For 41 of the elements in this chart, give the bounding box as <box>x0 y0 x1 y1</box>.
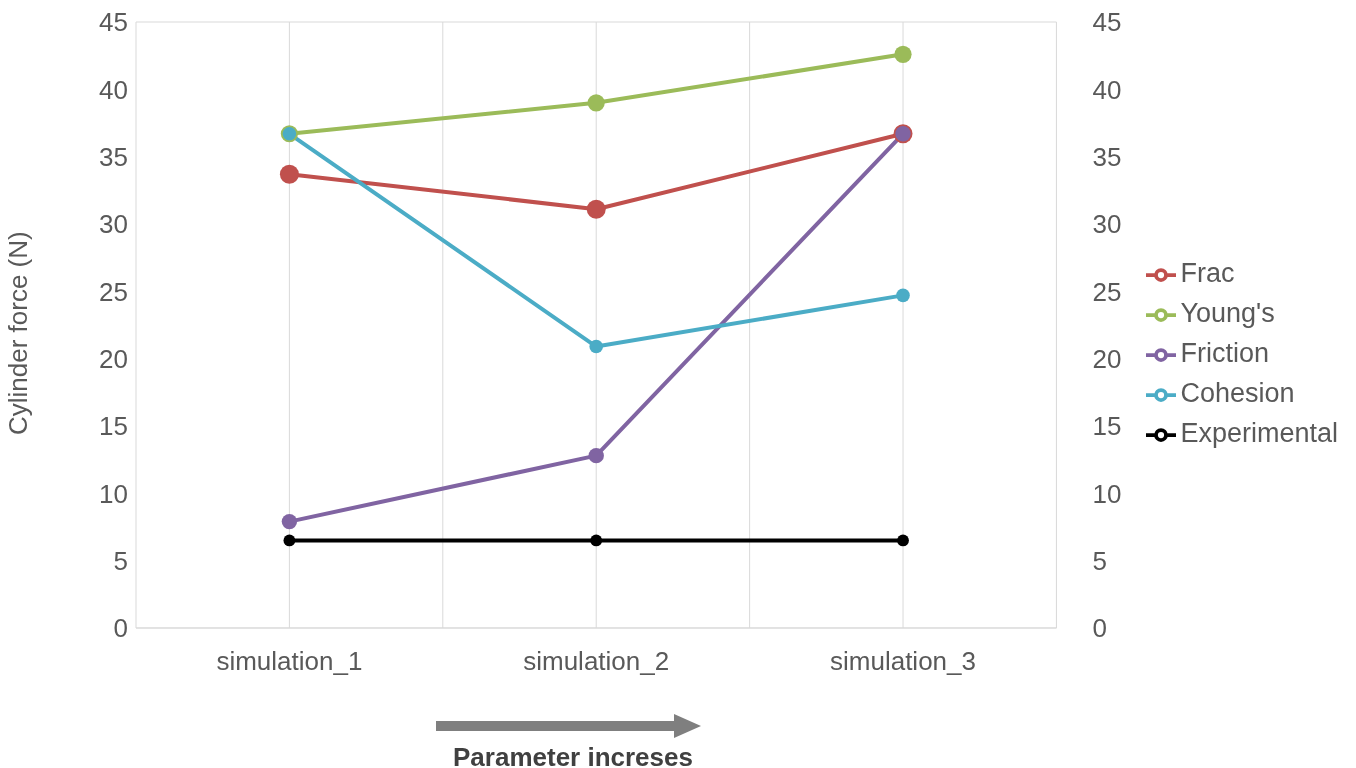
y-tick-label: 20 <box>99 343 128 374</box>
y2-tick-label: 0 <box>1092 613 1107 644</box>
legend-label: Frac <box>1180 258 1235 288</box>
y-tick-label: 35 <box>99 141 128 172</box>
y2-tick-label: 20 <box>1092 343 1122 374</box>
legend-label: Young's <box>1180 298 1275 328</box>
y2-tick-label: 45 <box>1092 7 1122 38</box>
legend-label: Experimental <box>1180 418 1338 448</box>
y2-tick-label: 25 <box>1092 276 1122 307</box>
y-tick-label: 15 <box>99 411 128 442</box>
y-tick-label: 25 <box>99 276 128 307</box>
x-tick-label: simulation_2 <box>523 646 670 677</box>
y-tick-label: 40 <box>99 74 128 105</box>
point <box>588 447 604 464</box>
y2-tick-label: 15 <box>1092 411 1122 442</box>
y-tick-label: 5 <box>113 545 128 576</box>
point <box>586 199 606 219</box>
y-tick-label: 0 <box>113 613 128 644</box>
point <box>896 288 910 303</box>
point <box>587 94 605 112</box>
point <box>590 534 603 547</box>
y-tick-label: 30 <box>99 209 128 240</box>
point <box>281 513 298 530</box>
x-axis-title: Parameter increses <box>452 742 694 768</box>
y2-tick-label: 40 <box>1092 74 1122 105</box>
y2-tick-label: 10 <box>1092 478 1122 509</box>
legend-label: Cohesion <box>1180 378 1295 408</box>
point <box>279 164 299 184</box>
x-tick-label: simulation_1 <box>216 646 363 677</box>
point <box>589 339 604 354</box>
x-tick-label: simulation_3 <box>830 646 977 677</box>
y-tick-label: 45 <box>99 7 128 38</box>
point <box>894 45 912 63</box>
legend-label: Friction <box>1180 338 1269 368</box>
y2-tick-label: 35 <box>1092 141 1122 172</box>
y2-tick-label: 5 <box>1092 545 1107 576</box>
point <box>897 534 909 547</box>
y2-tick-label: 30 <box>1092 209 1122 240</box>
point <box>283 534 296 547</box>
y-axis-title: Cylinder force (N) <box>3 231 34 435</box>
y-tick-label: 10 <box>99 478 128 509</box>
